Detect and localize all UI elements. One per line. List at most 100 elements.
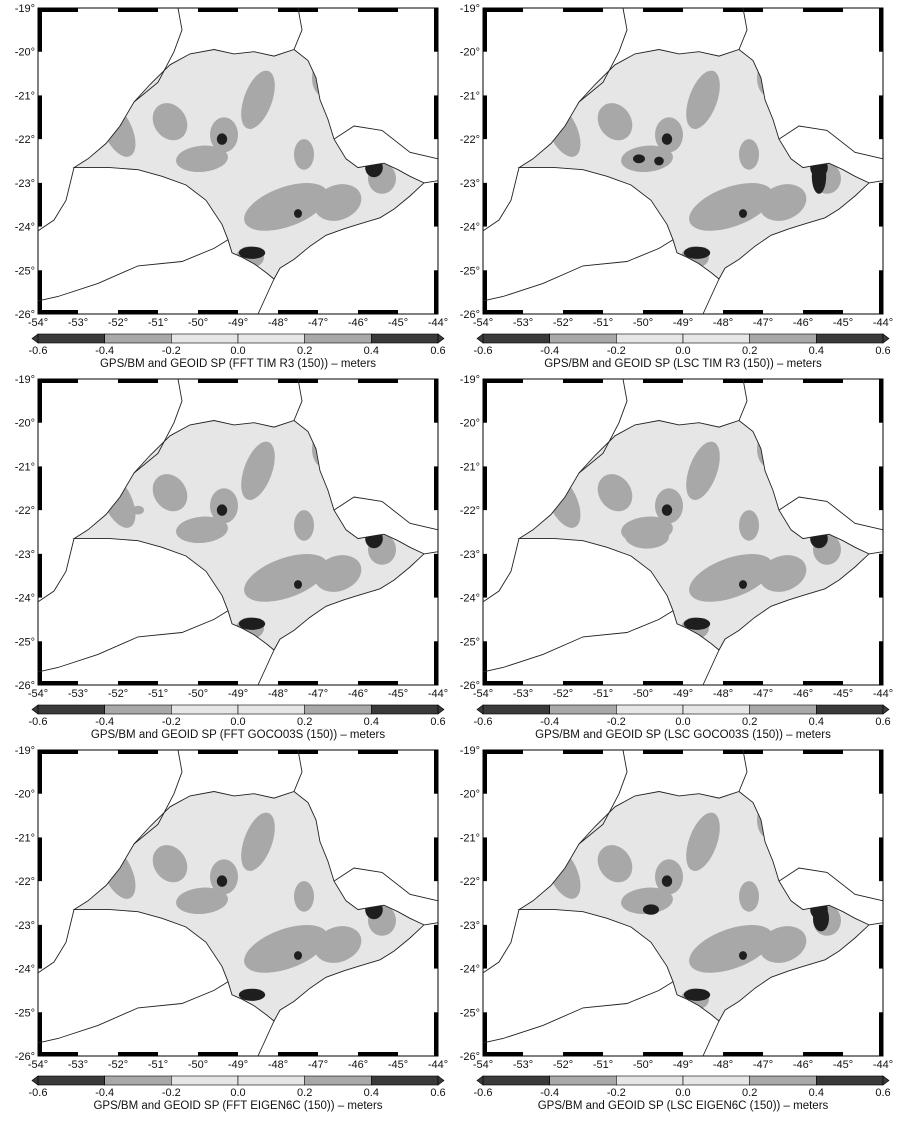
border-segment: [118, 1052, 158, 1056]
anomaly-strong: [238, 246, 266, 259]
boundary-line: [293, 749, 303, 792]
border-segment: [358, 310, 398, 314]
lat-label: -19°: [15, 745, 35, 757]
scale-segment: [482, 333, 550, 344]
lon-label: -47°: [753, 317, 773, 329]
lon-label: -47°: [308, 1059, 328, 1071]
color-scale: -0.6 -0.4 -0.2 0.0 0.2 0.4 0.6: [29, 704, 446, 728]
scale-tick-label: -0.6: [474, 1087, 493, 1099]
lat-label: -26°: [460, 1051, 480, 1063]
boundary-line: [37, 610, 229, 673]
border-segment: [434, 553, 438, 598]
boundary-line: [37, 981, 229, 1044]
anomaly-strong: [661, 875, 673, 887]
lon-label: -45°: [388, 1059, 408, 1071]
anomaly-strong: [683, 617, 711, 630]
scale-segment: [815, 1075, 884, 1086]
border-segment: [483, 8, 523, 12]
lat-label: -23°: [15, 178, 35, 190]
lat-label: -20°: [460, 47, 480, 59]
border-segment: [483, 837, 487, 882]
border-segment: [38, 681, 78, 685]
border-segment: [198, 379, 238, 383]
anomaly-moderate: [625, 524, 669, 549]
border-segment: [118, 8, 158, 12]
border-segment: [879, 837, 883, 882]
anomaly-moderate: [176, 887, 228, 915]
scale-segment: [615, 704, 684, 715]
state-outline: [72, 790, 425, 1022]
anomaly-strong: [739, 580, 747, 589]
border-segment: [723, 310, 763, 314]
scale-segment: [482, 704, 550, 715]
lon-label: -54°: [473, 317, 493, 329]
border-segment: [483, 182, 487, 227]
lat-label: -23°: [460, 920, 480, 932]
border-segment: [563, 379, 603, 383]
lat-label: -24°: [460, 593, 480, 605]
lat-label: -21°: [460, 832, 480, 844]
lat-label: -26°: [460, 309, 480, 321]
scale-arrow-left: [31, 1075, 39, 1086]
scale-segment: [304, 704, 372, 715]
border-segment: [434, 8, 438, 52]
boundary-line: [257, 1020, 275, 1057]
lon-label: -48°: [268, 1059, 288, 1071]
scale-segment: [104, 704, 172, 715]
anomaly-strong: [238, 988, 266, 1001]
lon-label: -46°: [348, 688, 368, 700]
scale-segment: [482, 1075, 550, 1086]
anomaly-strong: [739, 209, 747, 218]
scale-tick-label: -0.4: [540, 1087, 559, 1099]
anomaly-strong: [294, 580, 302, 589]
panel-caption: GPS/BM and GEOID SP (FFT GOCO03S (150)) …: [91, 729, 385, 741]
boundary-line: [738, 7, 748, 50]
map-panel-fft-tim-r3: -19° -20° -21° -22° -23° -24° -25° -26°-54° -53°…: [15, 3, 448, 370]
border-segment: [803, 310, 843, 314]
boundary-line: [257, 649, 275, 686]
lat-label: -24°: [15, 964, 35, 976]
scale-segment: [815, 704, 884, 715]
lat-label: -20°: [15, 789, 35, 801]
scale-segment: [237, 704, 305, 715]
scale-segment: [682, 333, 750, 344]
lon-label: -44°: [873, 688, 893, 700]
boundary-line: [423, 551, 439, 555]
lat-label: -22°: [460, 505, 480, 517]
lon-label: -54°: [28, 688, 48, 700]
anomaly-strong: [294, 951, 302, 960]
border-segment: [483, 379, 523, 383]
lon-label: -51°: [148, 1059, 168, 1071]
lon-label: -51°: [148, 317, 168, 329]
border-segment: [434, 270, 438, 314]
boundary-line: [333, 867, 439, 902]
anomaly-moderate: [686, 441, 720, 500]
lon-label: -50°: [188, 1059, 208, 1071]
lon-label: -47°: [753, 1059, 773, 1071]
boundary-line: [482, 239, 674, 302]
border-segment: [563, 681, 603, 685]
anomaly-moderate: [597, 103, 633, 141]
scale-tick-label: 0.2: [297, 1087, 312, 1099]
boundary-line: [423, 180, 439, 184]
lat-label: -21°: [15, 832, 35, 844]
lat-label: -22°: [15, 505, 35, 517]
lon-label: -48°: [268, 688, 288, 700]
scale-tick-label: 0.4: [809, 1087, 824, 1099]
scale-arrow-left: [31, 704, 39, 715]
color-scale: -0.6 -0.4 -0.2 0.0 0.2 0.4 0.6: [474, 333, 891, 357]
anomaly-moderate: [241, 441, 275, 500]
lon-label: -47°: [308, 317, 328, 329]
border-segment: [434, 379, 438, 423]
boundary-line: [778, 125, 884, 160]
lat-label: -24°: [460, 964, 480, 976]
panel-caption: GPS/BM and GEOID SP (LSC EIGEN6C (150)) …: [538, 1100, 829, 1112]
scale-segment: [171, 1075, 239, 1086]
anomaly-moderate: [621, 887, 673, 915]
anomaly-moderate: [244, 925, 328, 973]
anomaly-strong: [216, 875, 228, 887]
lon-label: -52°: [553, 688, 573, 700]
anomaly-moderate: [294, 139, 314, 170]
lon-label: -52°: [108, 317, 128, 329]
